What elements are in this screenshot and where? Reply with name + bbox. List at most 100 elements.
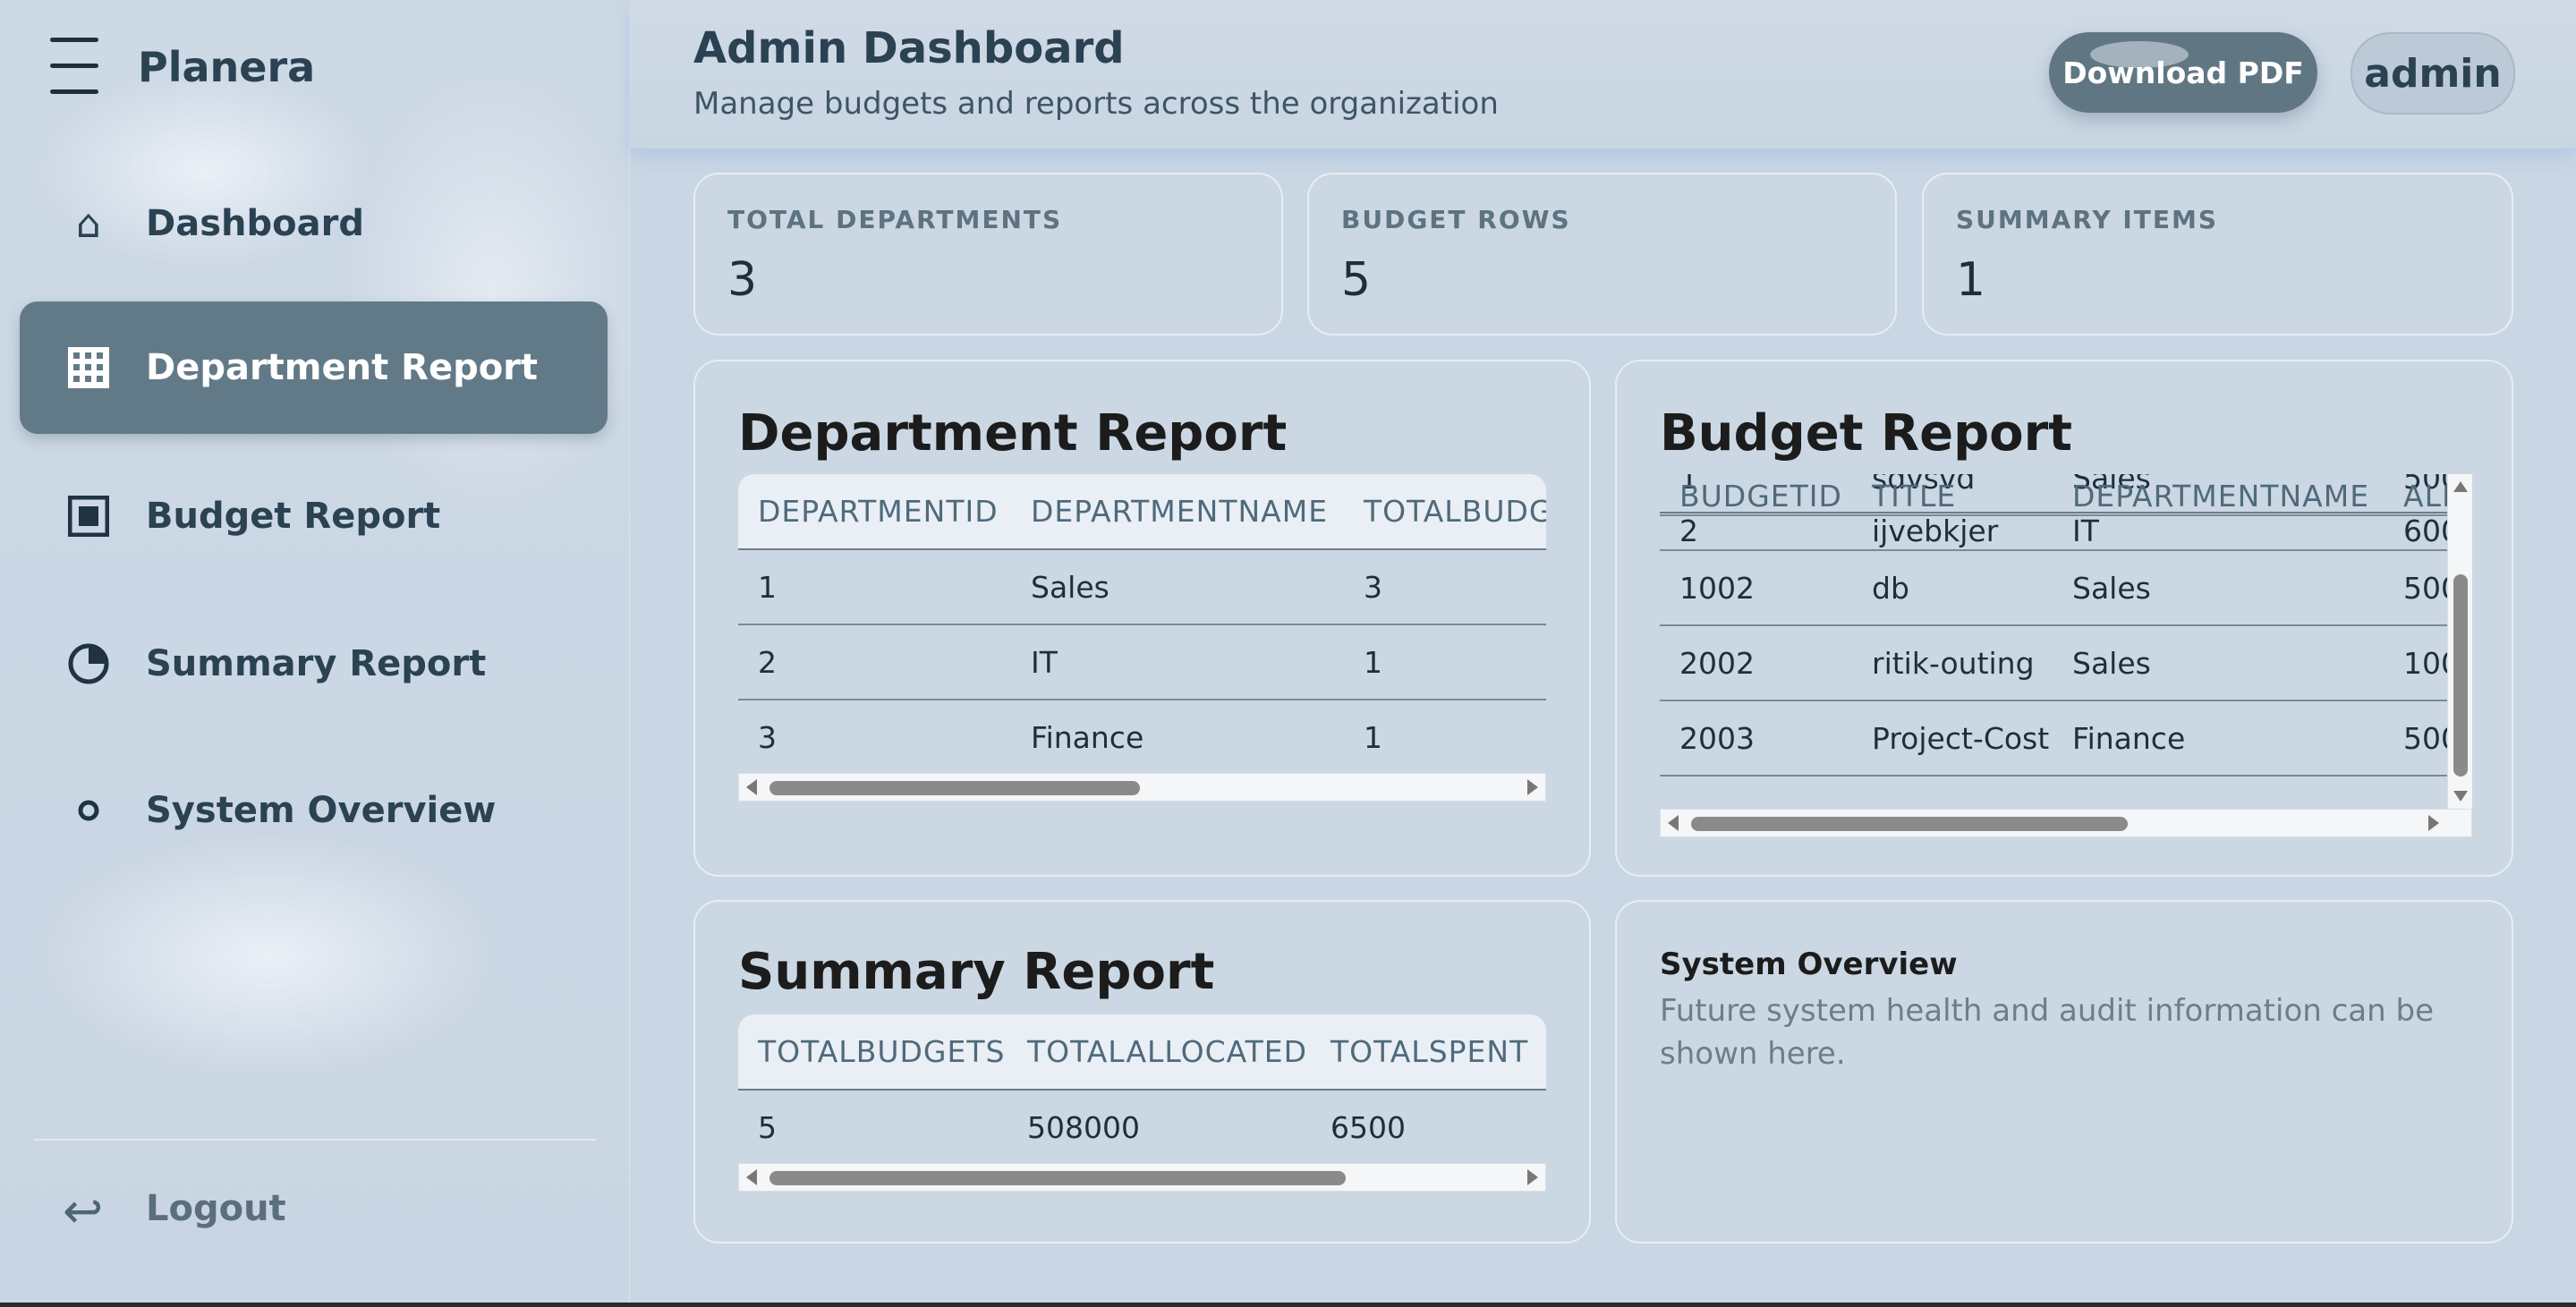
budget-table-header: BUDGETID TITLE DEPARTMENTNAME ALLOCATED bbox=[1660, 474, 2447, 513]
column-header[interactable]: TOTALSPENT bbox=[1311, 1014, 1546, 1091]
table-cell: IT bbox=[1011, 624, 1344, 700]
table-row: 5 508000 6500 bbox=[738, 1090, 1546, 1165]
budget-table-rows: 2 ijvebkjer IT 600 1002 db Sales 500 200… bbox=[1660, 513, 2447, 777]
table-cell: 500 bbox=[2384, 550, 2447, 626]
table-cell: ijvebkjer bbox=[1852, 513, 2053, 551]
table-cell: ritik-outing bbox=[1852, 625, 2053, 701]
column-header[interactable]: TOTALBUDGETS bbox=[738, 1014, 1007, 1091]
sidebar-item-label: Summary Report bbox=[146, 643, 487, 684]
horizontal-scrollbar[interactable] bbox=[738, 773, 1546, 802]
grid-icon bbox=[66, 345, 111, 390]
column-header[interactable]: DEPARTMENTID bbox=[738, 474, 1011, 550]
circle-icon bbox=[66, 788, 111, 833]
scrollbar-thumb[interactable] bbox=[2453, 574, 2468, 777]
table-cell: 2 bbox=[738, 624, 1011, 700]
scroll-right-icon[interactable] bbox=[1527, 779, 1538, 795]
horizontal-scrollbar[interactable] bbox=[1660, 809, 2472, 837]
scroll-right-icon[interactable] bbox=[1527, 1169, 1538, 1185]
table-row: 2002 ritik-outing Sales 100 bbox=[1660, 625, 2447, 701]
scroll-down-icon[interactable] bbox=[2453, 791, 2468, 802]
sidebar: Planera ⌂ Dashboard Department Report Bu… bbox=[0, 0, 629, 1303]
scroll-right-icon[interactable] bbox=[2428, 815, 2439, 831]
table-cell: 2002 bbox=[1660, 625, 1852, 701]
scrollbar-thumb[interactable] bbox=[1691, 817, 2128, 831]
panel-title: Summary Report bbox=[738, 943, 1215, 1001]
table-cell: 2 bbox=[1660, 513, 1852, 551]
table-cell: 2003 bbox=[1660, 700, 1852, 777]
scroll-left-icon[interactable] bbox=[746, 779, 757, 795]
column-header[interactable]: TOTALBUDGETS bbox=[1344, 474, 1546, 550]
top-header: Admin Dashboard Manage budgets and repor… bbox=[629, 0, 2576, 149]
page-title: Admin Dashboard bbox=[693, 23, 1125, 73]
stat-card-budget-rows: BUDGET ROWS 5 bbox=[1307, 173, 1897, 335]
table-cell: 500 bbox=[2384, 474, 2447, 516]
column-header[interactable]: TITLE bbox=[1872, 479, 1957, 513]
table-cell: 1 bbox=[1660, 474, 1852, 516]
column-header[interactable]: DEPARTMENTNAME bbox=[1011, 474, 1344, 550]
table-cell: 1 bbox=[1344, 700, 1546, 775]
stat-value: 3 bbox=[727, 253, 758, 307]
scrollbar-thumb[interactable] bbox=[769, 1171, 1346, 1185]
user-menu-button[interactable]: admin bbox=[2351, 32, 2515, 115]
stat-value: 5 bbox=[1341, 253, 1372, 307]
table-cell: Project-Cost bbox=[1852, 700, 2053, 777]
pie-chart-icon bbox=[66, 641, 111, 686]
table-row: 2 IT 1 bbox=[738, 624, 1546, 700]
sidebar-item-label: Dashboard bbox=[146, 203, 364, 244]
system-overview-text: Future system health and audit informati… bbox=[1660, 993, 2434, 1072]
table-cell: Finance bbox=[1011, 700, 1344, 775]
sidebar-divider bbox=[34, 1139, 596, 1141]
sidebar-item-system-overview[interactable]: System Overview bbox=[20, 744, 608, 877]
table-cell: Sales bbox=[2053, 550, 2384, 626]
stat-value: 1 bbox=[1956, 253, 1986, 307]
stat-card-summary-items: SUMMARY ITEMS 1 bbox=[1922, 173, 2513, 335]
department-report-panel: Department Report DEPARTMENTID DEPARTMEN… bbox=[693, 360, 1591, 877]
system-overview-panel: System Overview Future system health and… bbox=[1615, 900, 2513, 1243]
table-cell: Finance bbox=[2053, 700, 2384, 777]
table-row: 3 Finance 1 bbox=[738, 700, 1546, 775]
column-header[interactable]: DEPARTMENTNAME bbox=[2072, 479, 2370, 513]
department-table-scroll[interactable]: DEPARTMENTID DEPARTMENTNAME TOTALBUDGETS… bbox=[738, 474, 1546, 775]
table-cell: 3 bbox=[1344, 549, 1546, 625]
table-cell: 600 bbox=[2384, 513, 2447, 551]
table-cell: 1002 bbox=[1660, 550, 1852, 626]
scroll-left-icon[interactable] bbox=[746, 1169, 757, 1185]
logout-button[interactable]: ↩ Logout bbox=[20, 1154, 608, 1261]
window-bottom-border bbox=[0, 1303, 2576, 1307]
column-header[interactable]: ALLOCATED bbox=[2403, 479, 2447, 513]
column-header[interactable]: TOTALALLOCATED bbox=[1007, 1014, 1311, 1091]
stat-label: SUMMARY ITEMS bbox=[1956, 205, 2219, 234]
stat-card-total-departments: TOTAL DEPARTMENTS 3 bbox=[693, 173, 1283, 335]
table-cell: 5 bbox=[738, 1090, 1007, 1165]
department-table: DEPARTMENTID DEPARTMENTNAME TOTALBUDGETS… bbox=[738, 474, 1546, 775]
logout-icon: ↩ bbox=[63, 1183, 104, 1239]
summary-table-scroll[interactable]: TOTALBUDGETS TOTALALLOCATED TOTALSPENT 5… bbox=[738, 1014, 1546, 1165]
download-pdf-button[interactable]: Download PDF bbox=[2049, 32, 2317, 113]
horizontal-scrollbar[interactable] bbox=[738, 1163, 1546, 1192]
summary-table: TOTALBUDGETS TOTALALLOCATED TOTALSPENT 5… bbox=[738, 1014, 1546, 1165]
scroll-up-icon[interactable] bbox=[2453, 481, 2468, 492]
table-cell: 6500 bbox=[1311, 1090, 1546, 1165]
scroll-left-icon[interactable] bbox=[1668, 815, 1679, 831]
button-highlight bbox=[2090, 41, 2189, 68]
table-cell: Sales bbox=[1011, 549, 1344, 625]
menu-toggle-icon[interactable] bbox=[50, 38, 98, 94]
sidebar-glow bbox=[36, 72, 376, 268]
column-header[interactable]: BUDGETID bbox=[1679, 479, 1842, 513]
budget-table-scroll[interactable]: 1 sdvsvd Sales 500 BUDGETID TITLE DEPART… bbox=[1660, 474, 2447, 809]
sidebar-item-budget-report[interactable]: Budget Report bbox=[20, 450, 608, 582]
sidebar-glow bbox=[340, 72, 629, 519]
table-header-row: DEPARTMENTID DEPARTMENTNAME TOTALBUDGETS bbox=[738, 474, 1546, 550]
sidebar-item-department-report[interactable]: Department Report bbox=[20, 301, 608, 434]
table-row: 2003 Project-Cost Finance 500 bbox=[1660, 700, 2447, 777]
sidebar-glow bbox=[36, 832, 501, 1082]
vertical-scrollbar[interactable] bbox=[2447, 474, 2472, 809]
page-subtitle: Manage budgets and reports across the or… bbox=[693, 86, 1499, 122]
sidebar-item-summary-report[interactable]: Summary Report bbox=[20, 598, 608, 730]
brand-logo-text: Planera bbox=[138, 43, 316, 91]
table-cell: 500 bbox=[2384, 700, 2447, 777]
sidebar-item-dashboard[interactable]: ⌂ Dashboard bbox=[20, 157, 608, 290]
square-icon bbox=[66, 494, 111, 539]
scrollbar-thumb[interactable] bbox=[769, 781, 1140, 795]
budget-report-panel: Budget Report 1 sdvsvd Sales 500 bbox=[1615, 360, 2513, 877]
